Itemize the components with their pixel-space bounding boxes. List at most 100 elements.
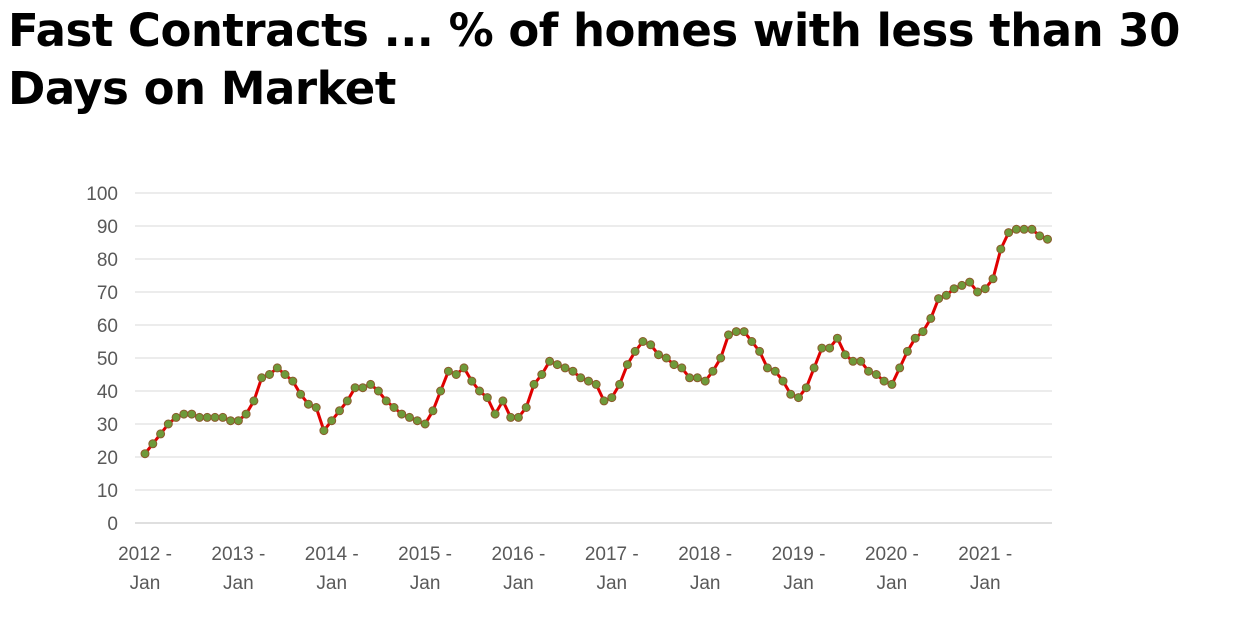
data-point — [210, 412, 220, 422]
data-point — [311, 403, 321, 412]
data-point — [895, 363, 905, 373]
data-point — [638, 337, 648, 346]
data-point — [552, 360, 562, 370]
data-point — [716, 353, 726, 363]
data-point — [272, 363, 282, 373]
chart-title: Fast Contracts ... % of homes with less … — [8, 4, 1180, 115]
data-point — [871, 370, 881, 379]
x-tick-label: 2018 -Jan — [678, 544, 732, 594]
data-point — [700, 376, 710, 386]
x-tick-label: 2012 -Jan — [118, 544, 172, 594]
data-point — [187, 409, 197, 419]
data-point — [934, 294, 944, 304]
data-point — [241, 409, 251, 419]
data-point — [879, 376, 889, 386]
data-point — [490, 409, 500, 419]
data-point — [218, 412, 228, 422]
data-point — [654, 350, 663, 360]
x-tick-label: 2014 -Jan — [305, 544, 359, 594]
gridlines — [135, 192, 1052, 524]
data-point — [762, 363, 772, 373]
data-point — [622, 360, 632, 370]
data-point — [747, 337, 757, 346]
data-point — [265, 370, 274, 379]
data-point — [342, 396, 352, 406]
data-point — [778, 376, 788, 386]
y-tick-label: 100 — [86, 184, 118, 205]
y-tick-label: 60 — [97, 316, 118, 337]
y-tick-label: 10 — [97, 481, 118, 502]
series-polyline — [143, 227, 1049, 455]
x-tick-label: 2019 -Jan — [772, 544, 826, 594]
data-point — [864, 366, 873, 376]
data-point — [529, 379, 539, 389]
data-point — [809, 363, 819, 373]
data-point — [949, 284, 959, 294]
data-point — [677, 363, 687, 373]
data-point — [1043, 234, 1052, 244]
data-point — [327, 416, 337, 426]
x-axis-tick-labels: 2012 -Jan 2013 -Jan 2014 -Jan 2015 -Jan 2016… — [118, 544, 1012, 594]
y-tick-label: 40 — [97, 382, 118, 403]
data-point — [249, 396, 259, 406]
data-point — [560, 363, 570, 373]
data-point — [988, 274, 998, 284]
x-tick-label: 2020 -Jan — [865, 544, 919, 594]
data-point — [428, 406, 438, 416]
data-point — [786, 389, 796, 399]
data-point — [226, 416, 236, 426]
y-tick-label: 70 — [97, 283, 118, 304]
data-point — [436, 386, 446, 396]
data-point — [584, 376, 593, 386]
x-tick-label: 2021 -Jan — [958, 544, 1012, 594]
data-point — [568, 366, 578, 376]
data-point — [910, 333, 920, 343]
data-point — [171, 412, 181, 422]
data-point — [280, 370, 290, 379]
data-point — [817, 343, 827, 353]
data-point — [381, 396, 391, 406]
data-point — [918, 327, 928, 337]
data-point — [412, 416, 422, 426]
data-point — [148, 439, 158, 449]
data-point — [405, 412, 414, 422]
data-point — [980, 284, 990, 294]
y-tick-label: 50 — [97, 349, 118, 370]
series-line — [143, 227, 1049, 455]
data-point — [615, 379, 625, 389]
y-tick-label: 80 — [97, 250, 118, 271]
data-point — [1027, 224, 1037, 234]
data-point — [498, 396, 508, 406]
data-point — [825, 343, 835, 353]
x-tick-label: 2013 -Jan — [211, 544, 265, 594]
data-point — [195, 412, 204, 422]
data-point — [576, 373, 586, 383]
data-point — [482, 393, 492, 403]
data-point — [296, 389, 306, 399]
y-tick-label: 20 — [97, 448, 118, 469]
data-point — [941, 290, 951, 300]
data-point — [350, 383, 360, 393]
data-point — [257, 373, 267, 383]
data-point — [1019, 224, 1029, 234]
data-point — [366, 379, 376, 389]
x-tick-label: 2016 -Jan — [492, 544, 546, 594]
data-point — [646, 340, 656, 350]
data-point — [755, 346, 765, 356]
data-point — [661, 353, 671, 363]
data-point — [179, 409, 189, 419]
data-point — [794, 393, 803, 403]
x-tick-label: 2017 -Jan — [585, 544, 639, 594]
data-point — [202, 412, 212, 422]
data-point — [545, 356, 555, 366]
data-point — [420, 419, 430, 429]
data-point — [303, 399, 313, 409]
data-point — [335, 406, 344, 416]
data-point — [739, 327, 749, 337]
data-point — [156, 429, 166, 439]
data-point — [692, 373, 702, 383]
data-point — [848, 356, 858, 366]
data-point — [599, 396, 609, 406]
data-point — [996, 244, 1006, 254]
data-point — [521, 403, 531, 412]
